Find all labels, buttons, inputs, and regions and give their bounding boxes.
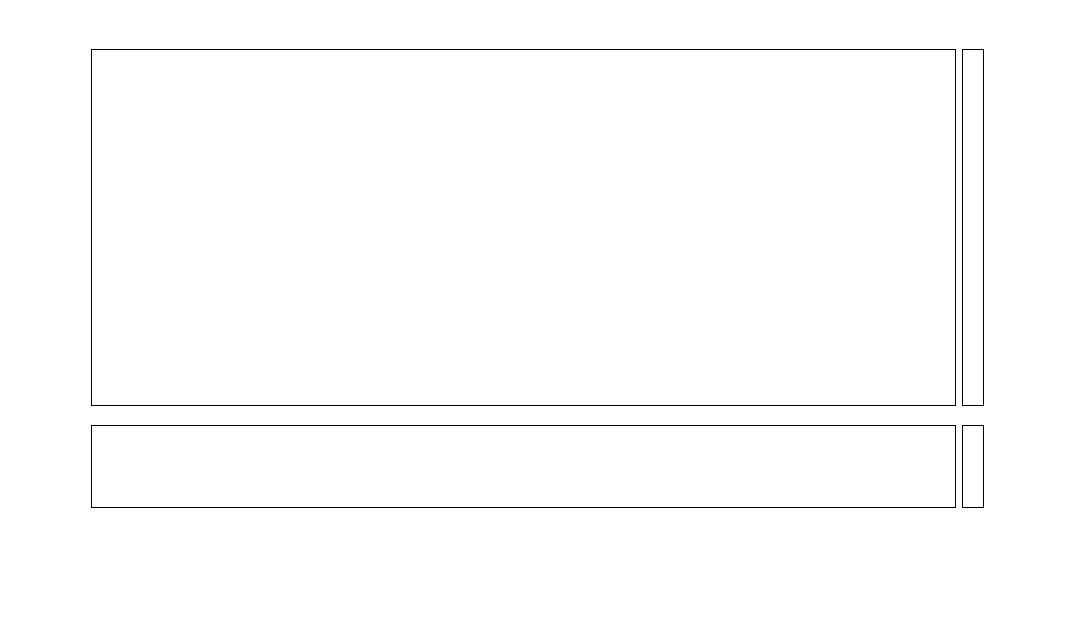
sfc-colorbar-label (1038, 132, 1053, 322)
lfc-spectrogram-canvas (92, 426, 955, 507)
sfc-colorbar (962, 49, 984, 406)
lfc-colorbar-canvas (963, 426, 983, 507)
lfc-colorbar (962, 425, 984, 508)
lfc-spectrogram-panel (91, 425, 956, 508)
lfc-y-axis-label (30, 408, 45, 526)
sfc-spectrogram-canvas (92, 50, 955, 405)
sfc-y-axis-label (29, 153, 44, 303)
sfc-spectrogram-panel (91, 49, 956, 406)
sfc-colorbar-canvas (963, 50, 983, 405)
lfc-colorbar-label (1032, 408, 1047, 518)
